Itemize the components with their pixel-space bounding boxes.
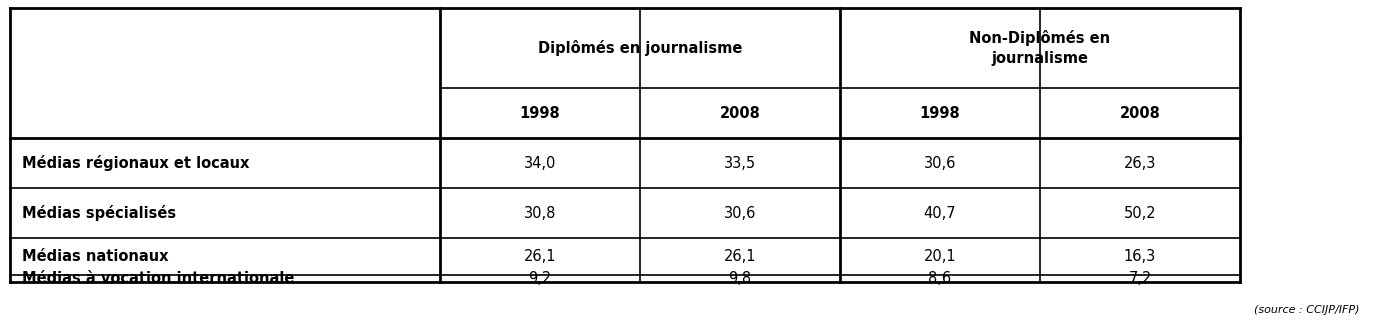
Text: 30,6: 30,6	[923, 156, 956, 171]
Text: Non-Diplômés en
journalisme: Non-Diplômés en journalisme	[970, 30, 1110, 66]
Text: Médias à vocation internationale: Médias à vocation internationale	[22, 271, 294, 286]
Text: 26,3: 26,3	[1124, 156, 1156, 171]
Text: 16,3: 16,3	[1124, 249, 1156, 264]
Text: 7,2: 7,2	[1128, 271, 1152, 286]
Text: 33,5: 33,5	[724, 156, 755, 171]
Text: Médias nationaux: Médias nationaux	[22, 249, 168, 264]
Text: 2008: 2008	[1120, 106, 1160, 121]
Text: 26,1: 26,1	[524, 249, 556, 264]
Text: 8,6: 8,6	[929, 271, 952, 286]
Text: 40,7: 40,7	[923, 205, 956, 220]
Text: 30,6: 30,6	[724, 205, 757, 220]
Text: 26,1: 26,1	[724, 249, 757, 264]
Text: (source : CCIJP/IFP): (source : CCIJP/IFP)	[1255, 305, 1359, 315]
Text: 2008: 2008	[720, 106, 761, 121]
Text: 20,1: 20,1	[923, 249, 956, 264]
Text: 50,2: 50,2	[1124, 205, 1156, 220]
Text: 1998: 1998	[919, 106, 960, 121]
Text: 9,8: 9,8	[728, 271, 751, 286]
Text: Médias spécialisés: Médias spécialisés	[22, 205, 176, 221]
Text: 34,0: 34,0	[524, 156, 556, 171]
Text: Diplômés en journalisme: Diplômés en journalisme	[538, 40, 742, 56]
Text: Médias régionaux et locaux: Médias régionaux et locaux	[22, 155, 249, 171]
Text: 30,8: 30,8	[524, 205, 556, 220]
Text: 9,2: 9,2	[528, 271, 552, 286]
Text: 1998: 1998	[520, 106, 560, 121]
